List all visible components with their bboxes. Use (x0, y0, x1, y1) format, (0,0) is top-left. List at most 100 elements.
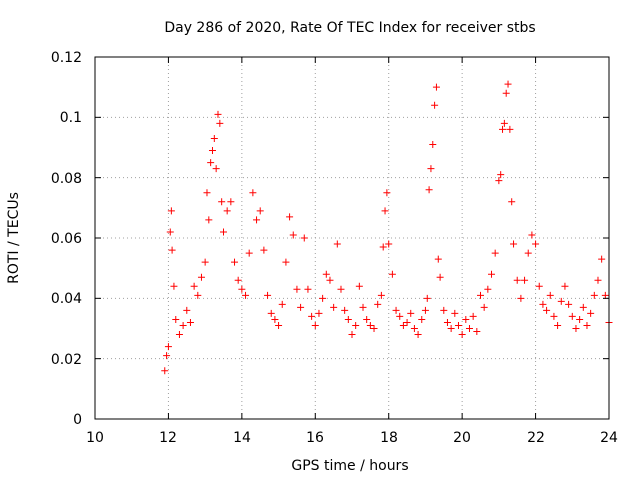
data-point (253, 216, 261, 224)
data-point (388, 270, 396, 278)
data-point (216, 119, 224, 127)
y-tick-label: 0.1 (60, 110, 82, 126)
data-point (249, 189, 257, 197)
axis-ticks (94, 56, 610, 420)
data-point (231, 258, 239, 266)
data-point (341, 306, 349, 314)
data-point (212, 165, 220, 173)
data-point (186, 318, 194, 326)
x-tick-label: 20 (453, 430, 471, 446)
data-point (194, 291, 202, 299)
data-point (458, 331, 466, 339)
data-point (359, 303, 367, 311)
data-point (524, 249, 532, 257)
data-point (214, 110, 222, 118)
data-point (513, 276, 521, 284)
data-point (480, 303, 488, 311)
data-point (432, 83, 440, 91)
data-point (366, 321, 374, 329)
data-point (363, 315, 371, 323)
data-point (289, 231, 297, 239)
data-point (443, 318, 451, 326)
data-point (431, 101, 439, 109)
data-point (407, 309, 415, 317)
data-point (205, 216, 213, 224)
data-point (278, 300, 286, 308)
y-tick-label: 0 (73, 412, 82, 428)
data-point (462, 315, 470, 323)
data-point (352, 321, 360, 329)
data-point (383, 189, 391, 197)
data-point (546, 291, 554, 299)
y-tick-label: 0.08 (51, 171, 82, 187)
data-point (381, 207, 389, 215)
data-point (414, 331, 422, 339)
data-point (260, 246, 268, 254)
data-point (164, 343, 172, 351)
data-point (587, 309, 595, 317)
data-markers (161, 80, 613, 375)
data-point (504, 80, 512, 88)
data-point (447, 325, 455, 332)
data-point (500, 119, 508, 127)
data-point (465, 325, 473, 332)
data-point (319, 294, 327, 302)
data-point (418, 315, 426, 323)
x-tick-label: 16 (306, 430, 324, 446)
data-point (161, 367, 169, 375)
y-tick-label: 0.06 (51, 231, 82, 247)
data-point (491, 249, 499, 257)
data-point (594, 276, 602, 284)
data-point (220, 228, 227, 236)
data-point (499, 125, 507, 133)
data-point (370, 325, 378, 332)
data-point (497, 171, 505, 179)
data-point (477, 291, 484, 299)
data-point (488, 270, 496, 278)
data-point (293, 285, 301, 293)
y-tick-label: 0.12 (51, 50, 82, 66)
data-point (348, 331, 356, 339)
data-point (425, 186, 433, 194)
data-point (315, 309, 323, 317)
data-point (403, 318, 411, 326)
x-tick-label: 18 (380, 430, 398, 446)
data-point (539, 300, 547, 308)
data-point (427, 165, 435, 173)
data-point (172, 315, 180, 323)
data-point (508, 198, 516, 206)
data-point (207, 159, 215, 167)
data-point (271, 315, 279, 323)
data-point (190, 282, 198, 290)
data-point (451, 309, 459, 317)
data-point (304, 285, 312, 293)
x-tick-label: 12 (159, 430, 177, 446)
data-point (572, 325, 580, 332)
data-point (502, 89, 510, 97)
data-point (326, 276, 334, 284)
data-point (208, 147, 216, 155)
data-point (245, 249, 253, 257)
data-point (510, 240, 518, 248)
x-tick-label: 22 (527, 430, 545, 446)
data-point (521, 276, 529, 284)
data-point (532, 240, 540, 248)
y-tick-label: 0.04 (51, 291, 82, 307)
data-point (197, 273, 205, 281)
data-point (234, 276, 242, 284)
data-point (561, 282, 569, 290)
data-point (598, 255, 606, 263)
data-point (436, 273, 444, 281)
data-point (238, 285, 246, 293)
data-point (396, 312, 404, 320)
data-point (495, 177, 503, 185)
data-point (242, 291, 250, 299)
data-point (175, 331, 183, 339)
data-point (421, 306, 429, 314)
x-axis-label: GPS time / hours (291, 458, 408, 474)
data-point (583, 321, 591, 329)
data-point (554, 321, 562, 329)
x-tick-label: 24 (600, 430, 618, 446)
x-tick-label: 14 (233, 430, 251, 446)
data-point (203, 189, 211, 197)
